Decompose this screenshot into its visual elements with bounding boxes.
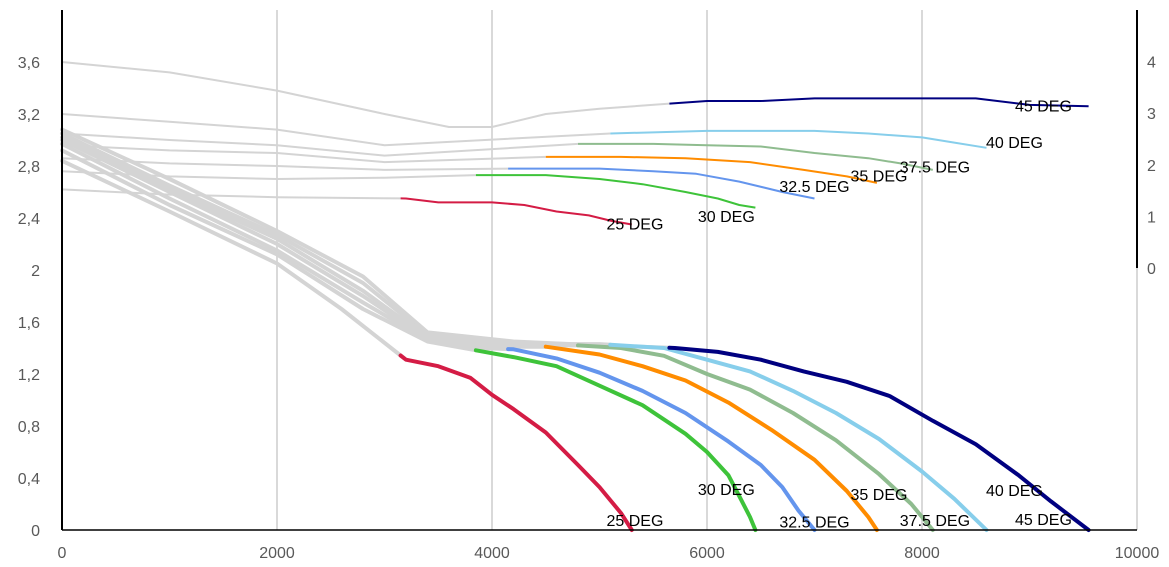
- series-40-label-lower: 40 DEG: [986, 483, 1043, 500]
- series-40-upper-line: [610, 129, 987, 149]
- series-45-lower-line: [667, 345, 1091, 532]
- y-tick-label: 2,8: [18, 159, 40, 176]
- series-40-lower-line: [608, 342, 989, 532]
- series-32-5-label-upper: 32.5 DEG: [779, 179, 849, 196]
- series-30-lower-grey: [60, 148, 478, 353]
- series-30-upper-line: [475, 174, 756, 209]
- series-37-5-label-lower: 37.5 DEG: [900, 513, 970, 530]
- series-30-lower-line: [473, 348, 758, 532]
- series-37-5-lower-line: [576, 343, 935, 532]
- series-40-label-upper: 40 DEG: [986, 135, 1043, 152]
- series-25-label-lower: 25 DEG: [607, 513, 664, 530]
- series-25-label-upper: 25 DEG: [607, 217, 664, 234]
- x-tick-label: 0: [58, 545, 67, 562]
- y2-tick-label: 4: [1147, 55, 1156, 72]
- series-labels: 25 DEG 25 DEG 30 DEG 30 DEG 32.5 DEG 32.5 DEG…: [607, 98, 1072, 531]
- y2-tick-label: 1: [1147, 209, 1156, 226]
- y-tick-label: 0,4: [18, 471, 40, 488]
- y-tick-label: 0: [31, 523, 40, 540]
- series-40-upper-grey: [61, 113, 611, 147]
- grey-line-segments: [60, 61, 672, 358]
- series-30-label-lower: 30 DEG: [698, 482, 755, 499]
- x-tick-label: 4000: [474, 545, 510, 562]
- x-tick-label: 2000: [259, 545, 295, 562]
- series-45-label-upper: 45 DEG: [1015, 98, 1072, 115]
- series-45-label-lower: 45 DEG: [1015, 512, 1072, 529]
- x-tick-label: 6000: [689, 545, 725, 562]
- series-30-label-upper: 30 DEG: [698, 209, 755, 226]
- series-32-5-lower-grey: [60, 141, 511, 352]
- series-37-5-label-upper: 37.5 DEG: [900, 160, 970, 177]
- series-37-5-upper-line: [578, 142, 933, 171]
- y-tick-label: 1,2: [18, 367, 40, 384]
- series-37-5-upper-grey: [61, 132, 579, 157]
- series-35-lower-grey: [60, 138, 548, 349]
- series-45-upper-line: [669, 97, 1089, 108]
- series-32-5-label-lower: 32.5 DEG: [779, 514, 849, 531]
- series-35-label-upper: 35 DEG: [851, 169, 908, 186]
- x-tick-label: 8000: [904, 545, 940, 562]
- y-tick-label: 2: [31, 263, 40, 280]
- series-25-lower-line: [398, 353, 634, 532]
- series-32-5-lower-line: [506, 347, 817, 532]
- y-tick-label: 2,4: [18, 211, 40, 228]
- colored-line-segments: [398, 97, 1091, 532]
- y2-tick-label: 3: [1147, 106, 1156, 123]
- axes: 0 2000 4000 6000 8000 10000 0 0,4 0,8 1,2 1,6 2 2,4 2…: [18, 10, 1160, 562]
- series-35-lower-line: [543, 344, 879, 532]
- series-25-upper-grey: [61, 188, 401, 200]
- y-tick-label: 3,2: [18, 107, 40, 124]
- series-32-5-upper-line: [508, 167, 815, 200]
- y-tick-label: 0,8: [18, 419, 40, 436]
- series-45-upper-grey: [61, 61, 670, 128]
- series-25-lower-grey: [60, 158, 403, 358]
- y2-tick-label: 2: [1147, 158, 1156, 175]
- series-35-upper-line: [545, 155, 878, 184]
- x-tick-label: 10000: [1115, 545, 1160, 562]
- y-tick-label: 3,6: [18, 55, 40, 72]
- y2-tick-label: 0: [1147, 261, 1156, 278]
- y-tick-label: 1,6: [18, 315, 40, 332]
- series-25-upper-line: [400, 197, 632, 226]
- series-35-label-lower: 35 DEG: [851, 487, 908, 504]
- series-35-upper-grey: [61, 144, 546, 164]
